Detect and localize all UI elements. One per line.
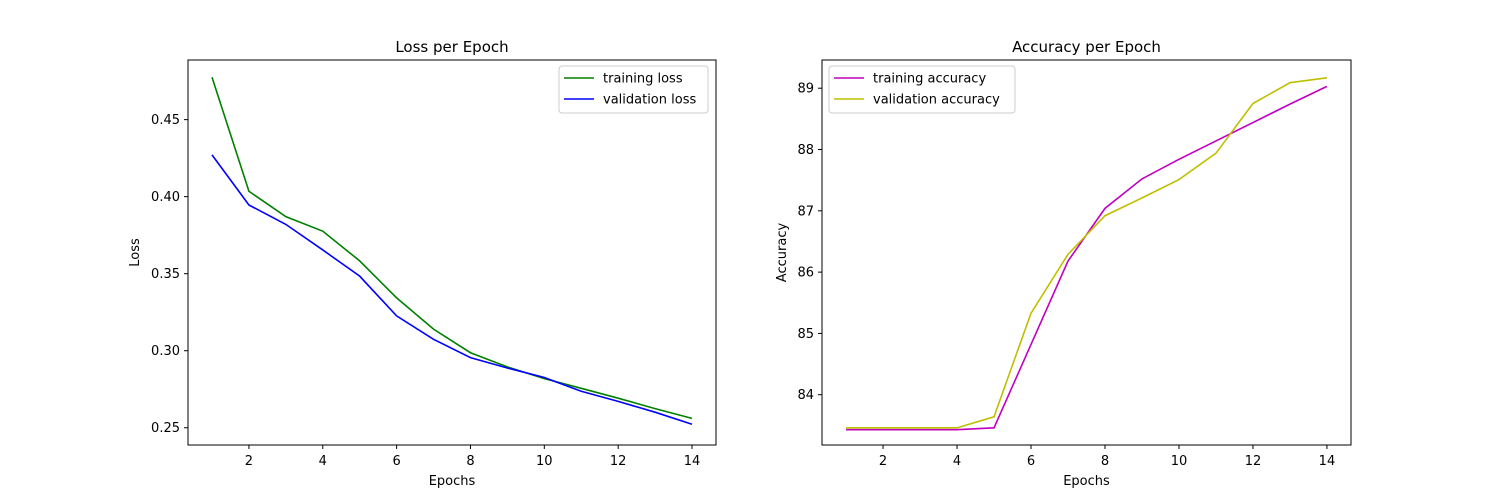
loss-y-tick-label: 0.40 — [151, 190, 180, 205]
loss-x-tick-label: 10 — [536, 454, 553, 469]
loss-legend: training loss validation loss — [558, 65, 709, 114]
loss-legend-label-1: validation loss — [603, 93, 696, 108]
accuracy-x-tick-label: 10 — [1171, 454, 1188, 469]
loss-legend-box — [558, 65, 709, 114]
loss-chart-xlabel: Epochs — [429, 474, 476, 489]
accuracy-x-tick-label: 2 — [879, 454, 887, 469]
accuracy-x-tick-label: 6 — [1027, 454, 1035, 469]
loss-y-tick-label: 0.30 — [151, 344, 180, 359]
loss-axes-frame — [187, 59, 717, 446]
loss-chart-title: Loss per Epoch — [395, 38, 508, 56]
accuracy-chart-xlabel: Epochs — [1063, 474, 1110, 489]
accuracy-x-tick-label: 8 — [1101, 454, 1109, 469]
accuracy-y-tick-label: 85 — [797, 327, 814, 342]
accuracy-legend-label-1: validation accuracy — [873, 93, 1000, 108]
loss-x-tick-label: 4 — [319, 454, 327, 469]
accuracy-series-line-0 — [846, 85, 1328, 431]
loss-legend-label-0: training loss — [603, 72, 683, 87]
accuracy-y-tick-label: 89 — [797, 82, 814, 97]
accuracy-axes-frame — [821, 59, 1352, 446]
loss-y-tick-label: 0.45 — [151, 113, 180, 128]
loss-y-tick-label: 0.25 — [151, 421, 180, 436]
accuracy-chart-title: Accuracy per Epoch — [1012, 38, 1161, 56]
loss-series-line-0 — [211, 77, 693, 420]
accuracy-legend: training accuracy validation accuracy — [828, 65, 1016, 114]
accuracy-legend-box — [828, 65, 1016, 114]
accuracy-chart-ylabel: Accuracy — [775, 223, 790, 283]
accuracy-y-tick-label: 88 — [797, 143, 814, 158]
accuracy-legend-label-0: training accuracy — [873, 72, 986, 87]
accuracy-x-tick-label: 14 — [1319, 454, 1336, 469]
loss-x-tick-label: 8 — [466, 454, 474, 469]
loss-x-tick-label: 2 — [245, 454, 253, 469]
accuracy-series-line-1 — [846, 76, 1328, 429]
accuracy-y-tick-label: 84 — [797, 388, 814, 403]
accuracy-x-tick-label: 4 — [953, 454, 961, 469]
loss-y-tick-label: 0.35 — [151, 267, 180, 282]
accuracy-x-tick-label: 12 — [1245, 454, 1262, 469]
loss-x-tick-label: 14 — [684, 454, 701, 469]
accuracy-y-tick-label: 86 — [797, 266, 814, 281]
accuracy-y-tick-label: 87 — [797, 204, 814, 219]
loss-chart: Loss per Epoch Epochs Loss 2 4 6 8 10 12 14 0.2… — [128, 38, 717, 489]
loss-series-line-1 — [211, 154, 693, 425]
accuracy-chart: Accuracy per Epoch Epochs Accuracy 2 4 6 8 1… — [775, 38, 1352, 489]
loss-x-tick-label: 12 — [610, 454, 627, 469]
loss-x-tick-label: 6 — [392, 454, 400, 469]
loss-chart-ylabel: Loss — [128, 238, 143, 267]
